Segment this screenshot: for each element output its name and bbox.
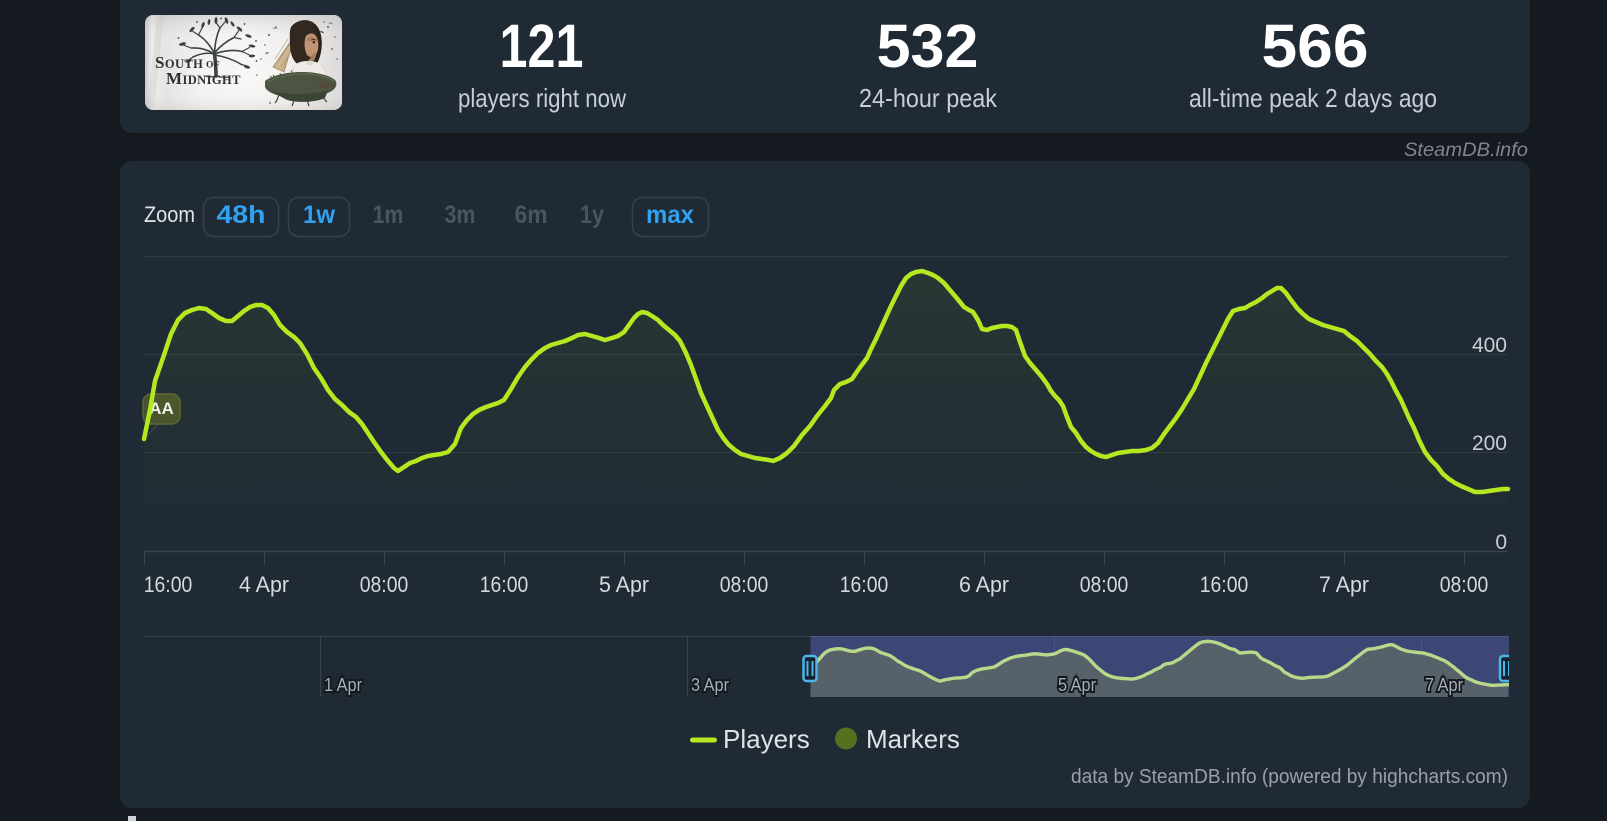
svg-text:5 Apr: 5 Apr: [1058, 675, 1096, 695]
svg-text:1 Apr: 1 Apr: [324, 675, 362, 695]
svg-text:3 Apr: 3 Apr: [691, 675, 729, 695]
svg-text:1m: 1m: [373, 201, 404, 229]
svg-text:6 Apr: 6 Apr: [959, 572, 1009, 597]
svg-text:3m: 3m: [445, 201, 476, 229]
svg-text:08:00: 08:00: [1080, 572, 1129, 597]
svg-text:5 Apr: 5 Apr: [599, 572, 649, 597]
svg-text:0: 0: [1495, 531, 1507, 554]
svg-text:Zoom: Zoom: [144, 202, 195, 227]
svg-text:16:00: 16:00: [144, 572, 193, 597]
svg-text:4 Apr: 4 Apr: [239, 572, 289, 597]
svg-text:all-time peak 2 days ago: all-time peak 2 days ago: [1189, 83, 1437, 113]
svg-text:players right now: players right now: [458, 83, 626, 113]
svg-text:MIDNIGHT: MIDNIGHT: [166, 69, 241, 88]
svg-text:532: 532: [877, 12, 979, 80]
svg-text:08:00: 08:00: [360, 572, 409, 597]
svg-text:7 Apr: 7 Apr: [1425, 675, 1463, 695]
svg-text:08:00: 08:00: [1440, 572, 1489, 597]
svg-text:7 Apr: 7 Apr: [1319, 572, 1369, 597]
svg-text:200: 200: [1472, 432, 1507, 455]
svg-text:48h: 48h: [217, 201, 266, 229]
svg-text:24-hour peak: 24-hour peak: [859, 83, 998, 113]
svg-text:Markers: Markers: [866, 724, 960, 754]
svg-text:SteamDB.info: SteamDB.info: [1404, 140, 1528, 161]
svg-text:1y: 1y: [580, 201, 604, 229]
svg-text:6m: 6m: [515, 201, 548, 229]
svg-text:1w: 1w: [303, 201, 336, 229]
svg-text:16:00: 16:00: [1200, 572, 1249, 597]
svg-text:Players: Players: [723, 724, 810, 754]
svg-text:max: max: [646, 201, 694, 229]
svg-text:400: 400: [1472, 334, 1507, 357]
svg-text:data by SteamDB.info (powered: data by SteamDB.info (powered by highcha…: [1071, 766, 1508, 788]
svg-text:566: 566: [1262, 12, 1369, 80]
svg-text:121: 121: [500, 12, 584, 80]
svg-text:16:00: 16:00: [840, 572, 889, 597]
svg-text:08:00: 08:00: [720, 572, 769, 597]
svg-text:16:00: 16:00: [480, 572, 529, 597]
